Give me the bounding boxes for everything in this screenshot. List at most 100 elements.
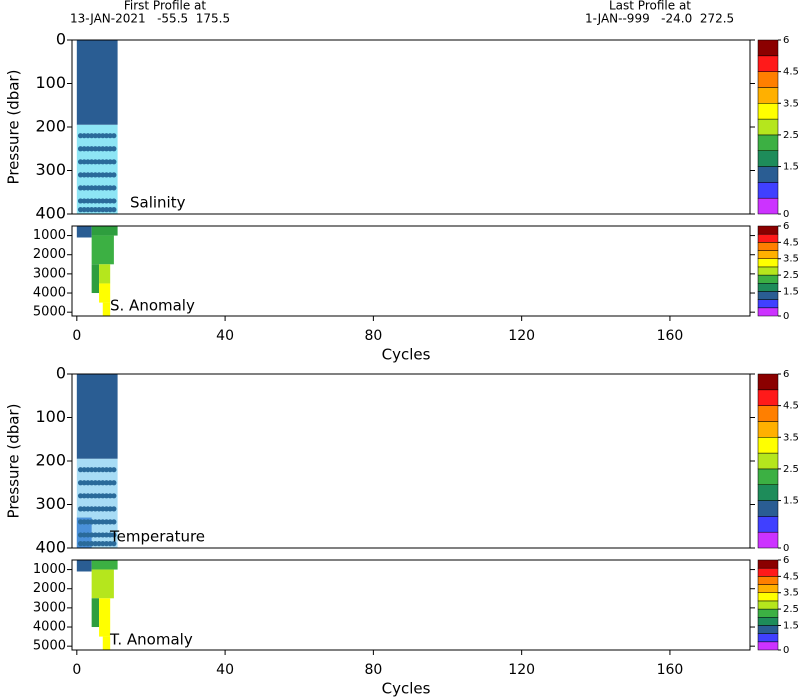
panel-label: T. Anomaly	[109, 631, 193, 649]
sample-dot	[103, 185, 110, 191]
sample-dot	[96, 532, 102, 538]
colorbar-segment	[757, 118, 779, 136]
heat-cell	[76, 226, 92, 238]
y-tick-label: 100	[35, 73, 66, 92]
colorbar-segment	[757, 592, 779, 602]
sample-dot	[92, 541, 98, 547]
sample-dot	[111, 198, 117, 204]
sample-dot	[89, 185, 95, 191]
sample-dot	[111, 493, 117, 499]
heat-cell	[91, 569, 114, 599]
panel-label: Salinity	[130, 194, 186, 212]
panel-label: S. Anomaly	[110, 297, 195, 315]
sample-dot	[96, 519, 102, 525]
colorbar-tick-label: 6	[783, 221, 789, 232]
sample-dot	[77, 541, 84, 547]
sample-dot	[103, 506, 110, 512]
colorbar-segment	[757, 291, 779, 300]
sample-dot	[85, 146, 91, 152]
sample-dot	[89, 133, 95, 139]
sample-dot	[81, 519, 87, 525]
sample-dot	[81, 172, 87, 178]
sample-dot	[77, 480, 84, 486]
sample-dot	[92, 467, 98, 473]
sample-dot	[85, 159, 91, 165]
colorbar-segment	[757, 55, 779, 72]
heat-cell	[91, 264, 100, 294]
y-tick-label: 400	[35, 538, 66, 557]
sample-dot	[100, 185, 106, 191]
sample-dot	[107, 207, 113, 213]
sample-dot	[89, 146, 95, 152]
heat-cell	[91, 235, 114, 265]
colorbar-tick-label: 1.5	[783, 162, 799, 173]
sample-dot	[96, 493, 102, 499]
sample-dot	[103, 207, 110, 213]
sample-dot	[100, 541, 106, 547]
sample-dot	[77, 493, 84, 499]
sample-dot	[92, 207, 98, 213]
sample-dot	[100, 467, 106, 473]
y-tick-label: 0	[56, 364, 66, 383]
x-tick-label: 80	[364, 662, 382, 678]
sample-dot	[111, 519, 117, 525]
sample-dot	[81, 493, 87, 499]
colorbar-tick-label: 4.5	[783, 237, 799, 248]
colorbar-segment	[757, 150, 779, 167]
sample-dot	[100, 480, 106, 486]
colorbar-segment	[757, 242, 779, 251]
sample-dot	[100, 198, 106, 204]
sample-dot	[85, 480, 91, 486]
sample-dot	[77, 467, 84, 473]
colorbar-tick-label: 2.5	[783, 604, 799, 615]
sample-dot	[77, 198, 84, 204]
sample-dot	[111, 159, 117, 165]
sample-dot	[100, 133, 106, 139]
sample-dot	[103, 541, 110, 547]
colorbar-tick-label: 0	[783, 209, 789, 220]
x-tick-label: 120	[508, 662, 535, 678]
sample-dot	[92, 198, 98, 204]
sample-dot	[81, 467, 87, 473]
sample-dot	[111, 480, 117, 486]
x-tick-label: 0	[72, 328, 81, 344]
plot-frame	[71, 39, 751, 215]
plot-frame	[71, 225, 751, 317]
sample-dot	[111, 506, 117, 512]
sample-dot	[81, 198, 87, 204]
heat-cell	[91, 226, 118, 236]
sample-dot	[103, 493, 110, 499]
colorbar-segment	[757, 633, 779, 643]
sample-dot	[100, 159, 106, 165]
sample-dot	[81, 133, 87, 139]
sample-dot	[103, 519, 110, 525]
sample-dot	[111, 467, 117, 473]
sample-dot	[107, 480, 113, 486]
sample-dot	[92, 146, 98, 152]
sample-dot	[100, 207, 106, 213]
sample-dot	[96, 467, 102, 473]
colorbar-segment	[757, 373, 779, 391]
sample-dot	[77, 133, 84, 139]
sample-dot	[96, 506, 102, 512]
sample-dot	[85, 185, 91, 191]
sample-dot	[89, 198, 95, 204]
sample-dot	[100, 172, 106, 178]
y-tick-label: 3000	[33, 600, 66, 615]
sample-dot	[96, 146, 102, 152]
sample-dot	[81, 506, 87, 512]
heat-cell	[91, 560, 118, 570]
colorbar-segment	[757, 87, 779, 104]
colorbar-segment	[757, 233, 779, 243]
sample-dot	[92, 532, 98, 538]
y-tick-label: 3000	[33, 266, 66, 281]
colorbar-segment	[757, 559, 779, 569]
y-axis-label: Pressure (dbar)	[5, 70, 23, 185]
colorbar-segment	[757, 197, 779, 215]
sample-dot	[81, 159, 87, 165]
colorbar-tick-label: 3.5	[783, 432, 799, 443]
sample-dot	[111, 532, 117, 538]
sample-dot	[103, 198, 110, 204]
sample-dot	[89, 172, 95, 178]
colorbar-segment	[757, 608, 779, 618]
